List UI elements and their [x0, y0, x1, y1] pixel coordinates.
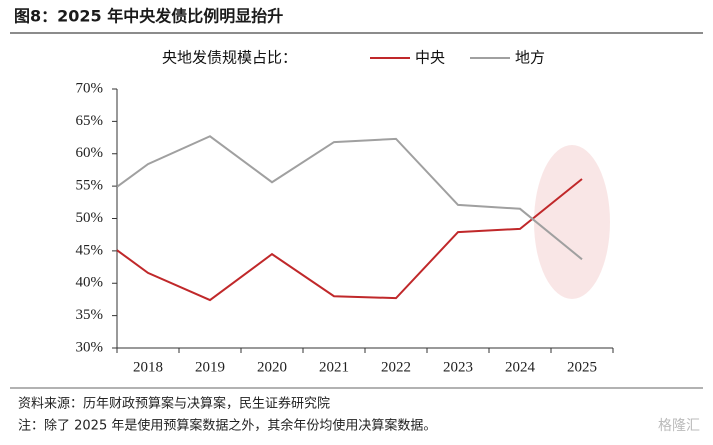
x-tick-label: 2018 [133, 359, 163, 375]
x-tick-label: 2019 [195, 359, 225, 375]
legend-label: 地方 [515, 49, 545, 67]
highlight [534, 145, 610, 299]
series-line [116, 178, 583, 302]
legend-title: 央地发债规模占比： [162, 49, 297, 67]
y-tick-label: 30% [76, 339, 104, 355]
y-tick-label: 40% [76, 275, 104, 291]
x-tick-label: 2022 [381, 359, 411, 375]
y-tick-label: 35% [76, 307, 104, 323]
chart-title: 图8：2025 年中央发债比例明显抬升 [14, 7, 283, 26]
x-tick-label: 2021 [319, 359, 349, 375]
y-tick-label: 65% [76, 113, 104, 129]
y-tick-label: 70% [76, 80, 104, 96]
watermark: 格隆汇 [658, 418, 700, 434]
series-line [116, 135, 583, 261]
legend-label: 中央 [415, 49, 445, 67]
x-tick-label: 2024 [505, 359, 536, 375]
x-tick-label: 2023 [443, 359, 473, 375]
y-tick-label: 45% [76, 242, 104, 258]
y-tick-label: 55% [76, 178, 104, 194]
note: 注：除了 2025 年是使用预算案数据之外，其余年份均使用决算案数据。 [18, 418, 436, 434]
source: 资料来源：历年财政预算案与决算案，民生证券研究院 [18, 396, 330, 412]
x-tick-label: 2025 [567, 359, 597, 375]
x-tick-label: 2020 [257, 359, 287, 375]
y-tick-label: 50% [76, 210, 104, 226]
y-tick-label: 60% [76, 145, 104, 161]
